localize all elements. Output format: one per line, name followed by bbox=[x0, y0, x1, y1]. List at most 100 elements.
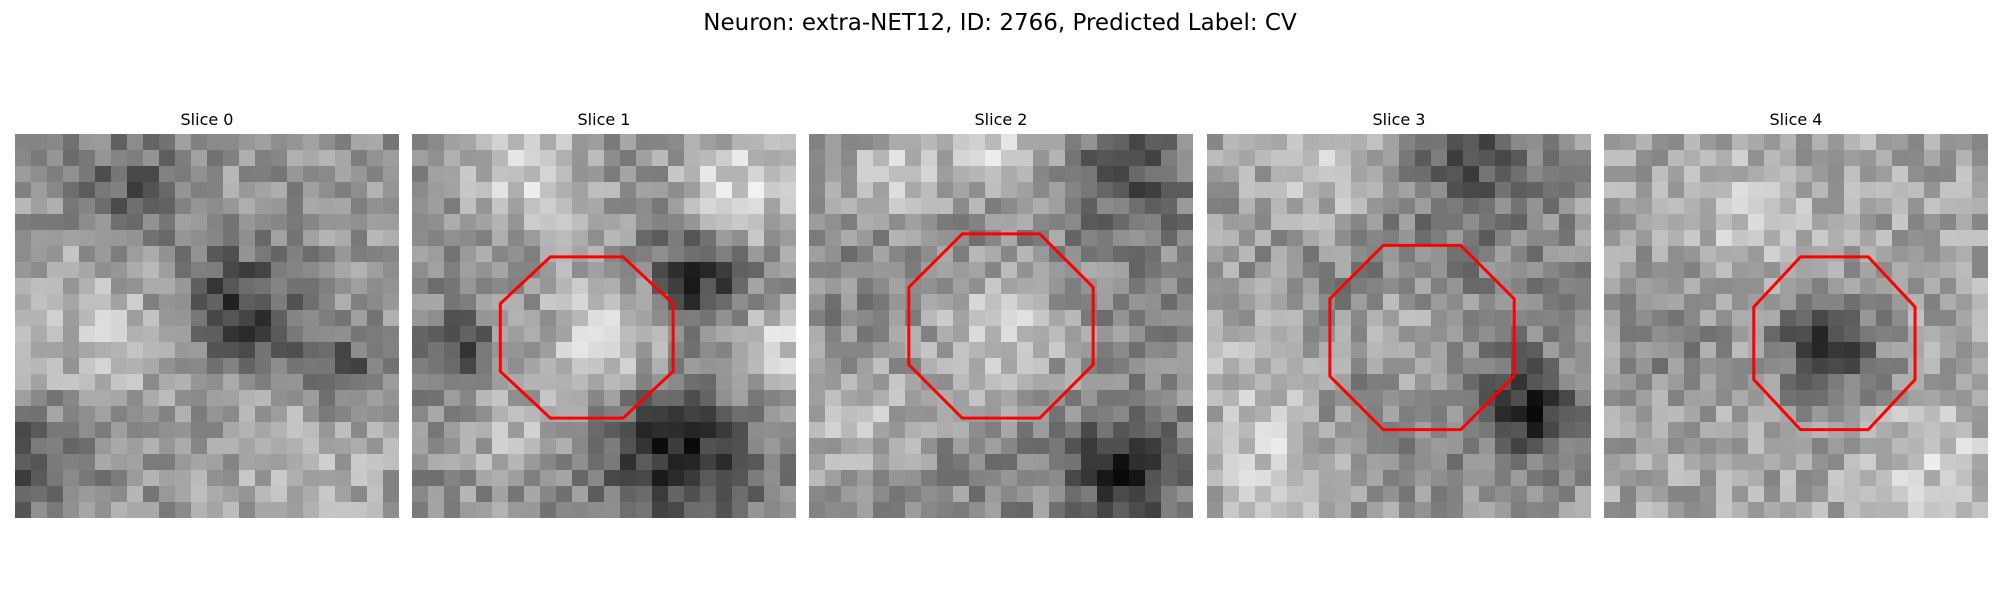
image-pixel bbox=[540, 454, 557, 471]
image-pixel bbox=[1716, 390, 1733, 407]
image-pixel bbox=[31, 454, 48, 471]
image-pixel bbox=[1908, 150, 1925, 167]
image-pixel bbox=[716, 246, 733, 263]
image-pixel bbox=[412, 310, 429, 327]
image-pixel bbox=[524, 150, 541, 167]
image-pixel bbox=[1908, 502, 1925, 518]
image-pixel bbox=[303, 278, 320, 295]
image-pixel bbox=[239, 150, 256, 167]
image-pixel bbox=[383, 502, 399, 518]
image-pixel bbox=[1335, 502, 1352, 518]
image-pixel bbox=[1652, 262, 1669, 279]
image-pixel bbox=[1908, 262, 1925, 279]
image-pixel bbox=[1844, 166, 1861, 183]
image-pixel bbox=[31, 198, 48, 215]
image-pixel bbox=[1844, 262, 1861, 279]
image-pixel bbox=[572, 166, 589, 183]
image-pixel bbox=[428, 438, 445, 455]
image-pixel bbox=[335, 502, 352, 518]
image-pixel bbox=[825, 214, 842, 231]
image-pixel bbox=[1924, 406, 1941, 423]
image-pixel bbox=[1604, 230, 1621, 247]
image-pixel bbox=[732, 214, 749, 231]
image-pixel bbox=[335, 182, 352, 199]
image-pixel bbox=[1652, 390, 1669, 407]
image-pixel bbox=[111, 262, 128, 279]
image-pixel bbox=[1081, 294, 1098, 311]
image-pixel bbox=[1748, 502, 1765, 518]
image-pixel bbox=[1812, 454, 1829, 471]
image-pixel bbox=[1908, 390, 1925, 407]
image-pixel bbox=[1081, 230, 1098, 247]
image-pixel bbox=[1892, 358, 1909, 375]
image-pixel bbox=[540, 214, 557, 231]
image-pixel bbox=[748, 166, 765, 183]
image-pixel bbox=[1479, 358, 1496, 375]
image-pixel bbox=[716, 486, 733, 503]
image-pixel bbox=[841, 358, 858, 375]
image-pixel bbox=[1335, 406, 1352, 423]
image-pixel bbox=[1764, 502, 1781, 518]
image-pixel bbox=[1255, 134, 1272, 151]
image-pixel bbox=[143, 502, 160, 518]
image-pixel bbox=[921, 246, 938, 263]
image-pixel bbox=[1876, 358, 1893, 375]
image-pixel bbox=[556, 150, 573, 167]
image-pixel bbox=[1700, 390, 1717, 407]
image-pixel bbox=[1271, 422, 1288, 439]
image-pixel bbox=[873, 182, 890, 199]
image-pixel bbox=[367, 422, 384, 439]
image-pixel bbox=[1255, 230, 1272, 247]
image-pixel bbox=[143, 326, 160, 343]
image-pixel bbox=[748, 310, 765, 327]
image-pixel bbox=[1367, 342, 1384, 359]
image-pixel bbox=[428, 262, 445, 279]
image-pixel bbox=[1303, 374, 1320, 391]
image-pixel bbox=[1527, 214, 1544, 231]
image-pixel bbox=[652, 198, 669, 215]
image-pixel bbox=[540, 470, 557, 487]
image-pixel bbox=[572, 198, 589, 215]
image-pixel bbox=[1319, 470, 1336, 487]
slice-title: Slice 1 bbox=[577, 110, 631, 129]
image-pixel bbox=[1367, 294, 1384, 311]
image-pixel bbox=[889, 438, 906, 455]
image-pixel bbox=[1636, 422, 1653, 439]
image-pixel bbox=[476, 134, 493, 151]
image-pixel bbox=[1876, 342, 1893, 359]
image-pixel bbox=[191, 502, 208, 518]
image-pixel bbox=[732, 278, 749, 295]
image-pixel bbox=[1828, 326, 1845, 343]
image-pixel bbox=[428, 166, 445, 183]
image-pixel bbox=[1399, 438, 1416, 455]
image-pixel bbox=[1335, 246, 1352, 263]
image-pixel bbox=[668, 470, 685, 487]
image-pixel bbox=[700, 278, 717, 295]
image-pixel bbox=[476, 198, 493, 215]
image-pixel bbox=[1255, 150, 1272, 167]
image-pixel bbox=[985, 470, 1002, 487]
image-pixel bbox=[1716, 294, 1733, 311]
image-pixel bbox=[1319, 262, 1336, 279]
image-pixel bbox=[1956, 438, 1973, 455]
image-pixel bbox=[1604, 358, 1621, 375]
image-pixel bbox=[780, 166, 796, 183]
slice-title: Slice 0 bbox=[180, 110, 234, 129]
image-pixel bbox=[1780, 310, 1797, 327]
image-pixel bbox=[95, 406, 112, 423]
image-pixel bbox=[412, 230, 429, 247]
image-pixel bbox=[1527, 486, 1544, 503]
image-pixel bbox=[508, 406, 525, 423]
image-pixel bbox=[460, 214, 477, 231]
image-pixel bbox=[841, 198, 858, 215]
image-pixel bbox=[1303, 342, 1320, 359]
image-pixel bbox=[367, 214, 384, 231]
image-pixel bbox=[95, 310, 112, 327]
image-pixel bbox=[460, 198, 477, 215]
image-pixel bbox=[1065, 230, 1082, 247]
image-pixel bbox=[1129, 310, 1146, 327]
image-pixel bbox=[1177, 342, 1193, 359]
image-pixel bbox=[508, 262, 525, 279]
image-pixel bbox=[1479, 502, 1496, 518]
image-pixel bbox=[303, 502, 320, 518]
